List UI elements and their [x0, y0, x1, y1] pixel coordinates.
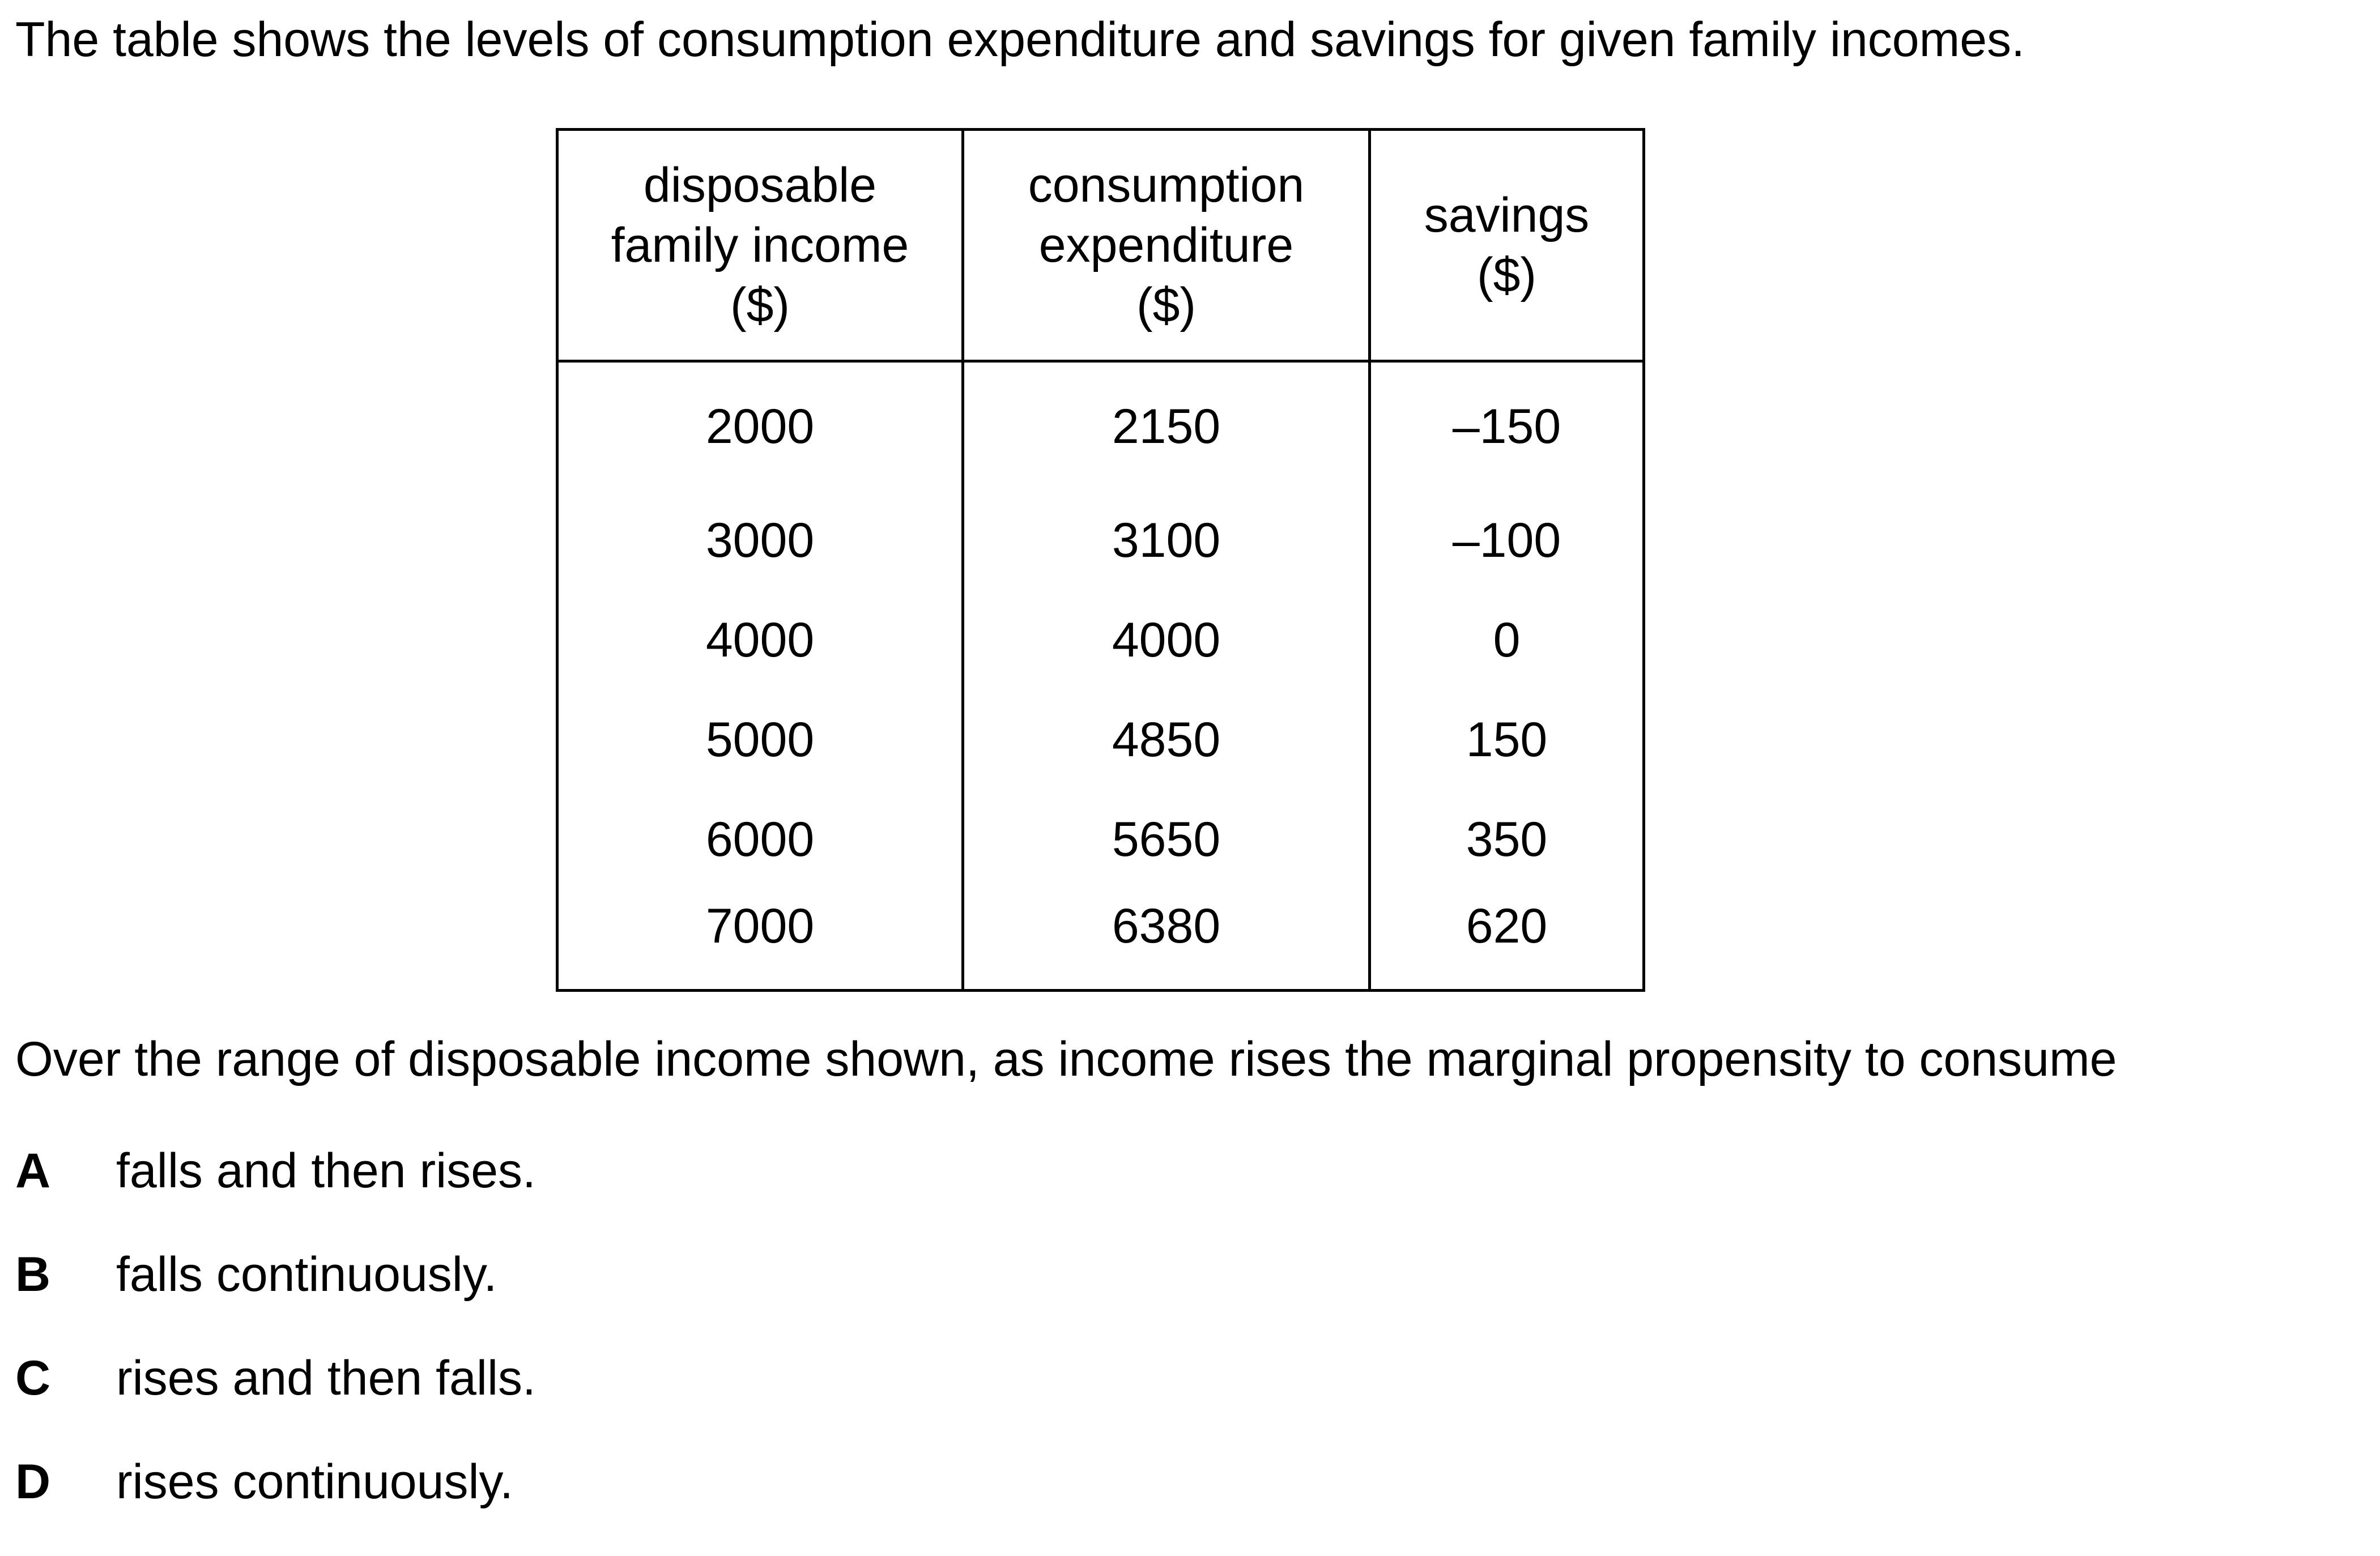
- header-disposable-income: disposable family income ($): [556, 128, 964, 363]
- cell-income: 2000: [556, 361, 964, 491]
- cell-savings: –150: [1368, 361, 1645, 491]
- table-row: 4000 4000 0: [556, 590, 1645, 690]
- header-line: savings: [1424, 188, 1590, 242]
- cell-income: 3000: [556, 491, 964, 590]
- option-text: falls and then rises.: [116, 1144, 536, 1198]
- cell-income: 5000: [556, 690, 964, 790]
- cell-consumption: 4850: [961, 690, 1371, 790]
- cell-savings: 150: [1368, 690, 1645, 790]
- cell-income: 7000: [556, 889, 964, 992]
- option-letter: A: [15, 1144, 51, 1198]
- table-row: 3000 3100 –100: [556, 491, 1645, 590]
- intro-text: The table shows the levels of consumptio…: [15, 12, 2025, 67]
- cell-consumption: 4000: [961, 590, 1371, 690]
- table-row: 7000 6380 620: [556, 889, 1645, 992]
- cell-consumption: 3100: [961, 491, 1371, 590]
- option-text: rises continuously.: [116, 1455, 514, 1509]
- header-line: ($): [1476, 248, 1537, 302]
- table-row: 6000 5650 350: [556, 790, 1645, 889]
- header-line: disposable: [643, 158, 877, 212]
- header-line: ($): [1136, 278, 1197, 332]
- cell-savings: –100: [1368, 491, 1645, 590]
- table-header-row: disposable family income ($) consumption…: [556, 128, 1645, 363]
- header-line: family income: [611, 218, 909, 272]
- cell-income: 6000: [556, 790, 964, 889]
- cell-income: 4000: [556, 590, 964, 690]
- option-letter: C: [15, 1351, 51, 1405]
- income-consumption-savings-table: disposable family income ($) consumption…: [556, 128, 1645, 992]
- table-row: 5000 4850 150: [556, 690, 1645, 790]
- table-row: 2000 2150 –150: [556, 361, 1645, 491]
- header-line: consumption: [1028, 158, 1305, 212]
- cell-consumption: 5650: [961, 790, 1371, 889]
- header-line: expenditure: [1038, 218, 1294, 272]
- option-text: rises and then falls.: [116, 1351, 536, 1405]
- option-letter: B: [15, 1247, 51, 1302]
- question-stem: Over the range of disposable income show…: [15, 1032, 2117, 1086]
- cell-consumption: 2150: [961, 361, 1371, 491]
- header-consumption-expenditure: consumption expenditure ($): [961, 128, 1371, 363]
- cell-savings: 0: [1368, 590, 1645, 690]
- option-letter: D: [15, 1455, 51, 1509]
- cell-savings: 350: [1368, 790, 1645, 889]
- cell-savings: 620: [1368, 889, 1645, 992]
- option-text: falls continuously.: [116, 1247, 497, 1302]
- header-line: ($): [730, 278, 790, 332]
- cell-consumption: 6380: [961, 889, 1371, 992]
- header-savings: savings ($): [1368, 128, 1645, 363]
